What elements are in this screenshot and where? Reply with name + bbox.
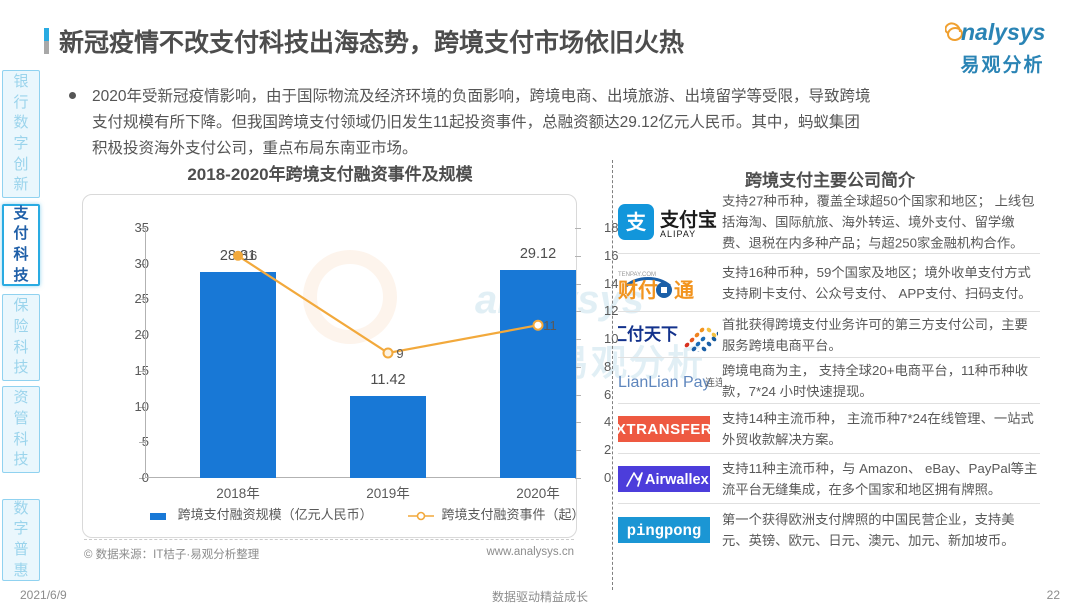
- svg-text:财付: 财付: [618, 278, 658, 300]
- svg-text:nalysys: nalysys: [961, 19, 1045, 45]
- svg-text:pingpong: pingpong: [627, 522, 701, 540]
- svg-text:通: 通: [674, 279, 694, 300]
- svg-text:支付宝: 支付宝: [659, 208, 717, 231]
- svg-text:Airwallex: Airwallex: [645, 472, 709, 488]
- svg-text:汇付天下: 汇付天下: [618, 324, 678, 344]
- svg-text:ALIPAY: ALIPAY: [660, 229, 696, 239]
- svg-text:9: 9: [396, 346, 403, 361]
- svg-text:支: 支: [626, 210, 647, 234]
- svg-text:11: 11: [543, 318, 557, 333]
- svg-text:XTRANSFER: XTRANSFER: [618, 421, 712, 438]
- svg-text:LianLian Pay: LianLian Pay: [618, 374, 711, 391]
- svg-text:16: 16: [243, 248, 257, 263]
- svg-text:连连: 连连: [705, 376, 722, 389]
